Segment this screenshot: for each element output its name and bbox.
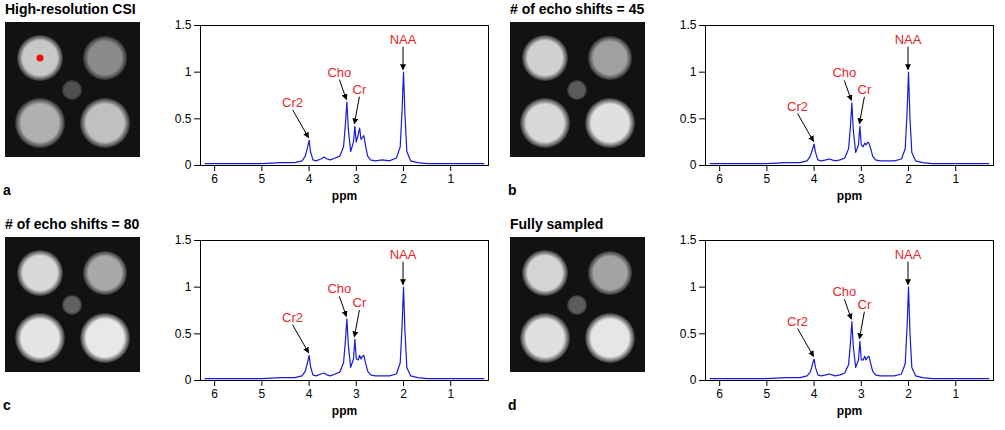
html-text:# of echo shifts = 80: # of echo shifts = 80: [5, 216, 140, 232]
svg-text:Cr2: Cr2: [787, 99, 808, 114]
svg-text:Cho: Cho: [832, 65, 856, 80]
html-text:b: b: [508, 182, 517, 198]
svg-text:1: 1: [447, 387, 454, 401]
svg-text:3: 3: [353, 172, 360, 186]
svg-text:5: 5: [259, 172, 266, 186]
svg-text:5: 5: [764, 172, 771, 186]
svg-text:1: 1: [185, 280, 192, 294]
svg-text:4: 4: [811, 387, 818, 401]
html-text:# of echo shifts = 45: # of echo shifts = 45: [510, 1, 645, 17]
svg-text:Cho: Cho: [327, 281, 351, 296]
svg-text:6: 6: [716, 387, 723, 401]
svg-text:0: 0: [690, 158, 697, 172]
html-text:High-resolution CSI: High-resolution CSI: [5, 1, 136, 17]
svg-text:0.5: 0.5: [680, 327, 697, 341]
svg-text:2: 2: [905, 172, 912, 186]
svg-text:Cr: Cr: [858, 82, 872, 97]
svg-text:1: 1: [447, 172, 454, 186]
svg-text:4: 4: [811, 172, 818, 186]
svg-text:6: 6: [211, 387, 218, 401]
svg-text:ppm: ppm: [837, 404, 862, 418]
svg-text:0.5: 0.5: [175, 112, 192, 126]
svg-text:1: 1: [185, 65, 192, 79]
svg-text:Cr2: Cr2: [282, 310, 303, 325]
svg-text:NAA: NAA: [390, 32, 417, 47]
svg-text:Cho: Cho: [832, 284, 856, 299]
svg-text:1: 1: [952, 387, 959, 401]
svg-text:1.5: 1.5: [680, 18, 697, 32]
svg-text:Cr: Cr: [353, 82, 367, 97]
svg-text:0: 0: [185, 373, 192, 387]
svg-text:1.5: 1.5: [175, 233, 192, 247]
svg-text:0.5: 0.5: [175, 327, 192, 341]
svg-text:NAA: NAA: [390, 247, 417, 262]
svg-text:2: 2: [400, 172, 407, 186]
svg-text:Cr: Cr: [353, 295, 367, 310]
svg-text:2: 2: [905, 387, 912, 401]
html-text:Fully sampled: Fully sampled: [510, 216, 604, 232]
svg-text:Cho: Cho: [327, 65, 351, 80]
html-text:c: c: [3, 397, 11, 413]
svg-text:ppm: ppm: [332, 404, 357, 418]
svg-text:ppm: ppm: [837, 189, 862, 203]
svg-text:2: 2: [400, 387, 407, 401]
svg-text:0: 0: [185, 158, 192, 172]
svg-text:1.5: 1.5: [175, 18, 192, 32]
svg-text:1: 1: [690, 65, 697, 79]
svg-text:0: 0: [690, 373, 697, 387]
svg-text:Cr2: Cr2: [787, 314, 808, 329]
svg-text:4: 4: [306, 387, 313, 401]
svg-text:0.5: 0.5: [680, 112, 697, 126]
svg-text:1: 1: [690, 280, 697, 294]
html-text:a: a: [3, 182, 11, 198]
svg-text:3: 3: [858, 172, 865, 186]
svg-text:NAA: NAA: [895, 247, 922, 262]
svg-text:5: 5: [764, 387, 771, 401]
svg-text:Cr2: Cr2: [282, 95, 303, 110]
svg-text:3: 3: [858, 387, 865, 401]
svg-text:Cr: Cr: [858, 297, 872, 312]
svg-text:5: 5: [259, 387, 266, 401]
svg-text:1.5: 1.5: [680, 233, 697, 247]
svg-text:NAA: NAA: [895, 32, 922, 47]
svg-text:6: 6: [211, 172, 218, 186]
svg-text:6: 6: [716, 172, 723, 186]
svg-text:1: 1: [952, 172, 959, 186]
svg-text:3: 3: [353, 387, 360, 401]
html-text:d: d: [508, 397, 517, 413]
svg-text:ppm: ppm: [332, 189, 357, 203]
svg-text:4: 4: [306, 172, 313, 186]
